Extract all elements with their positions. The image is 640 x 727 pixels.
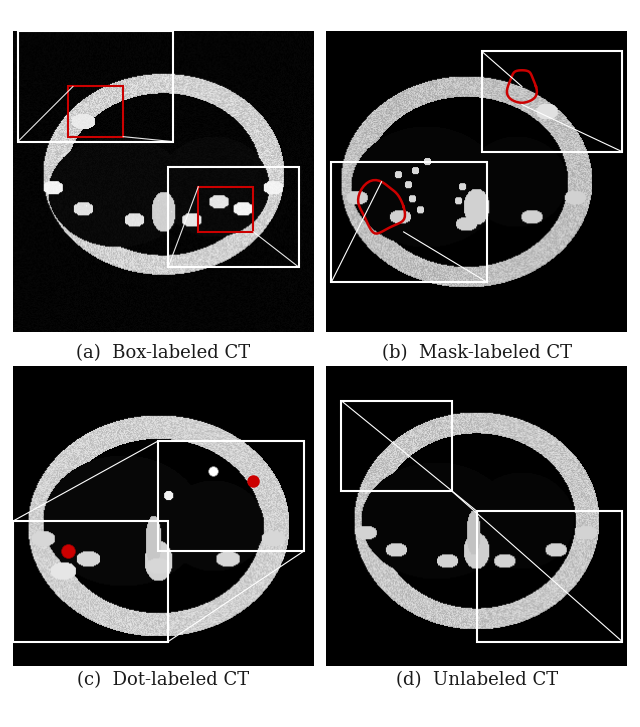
- Bar: [158, 441, 303, 551]
- Bar: [332, 161, 487, 282]
- Bar: [477, 511, 622, 641]
- Bar: [198, 187, 253, 232]
- Bar: [482, 52, 622, 152]
- Text: (c)  Dot-labeled CT: (c) Dot-labeled CT: [77, 671, 249, 688]
- Bar: [342, 401, 452, 491]
- Bar: [18, 31, 173, 142]
- Text: (d)  Unlabeled CT: (d) Unlabeled CT: [396, 671, 558, 688]
- Bar: [68, 87, 123, 137]
- Text: (b)  Mask-labeled CT: (b) Mask-labeled CT: [382, 344, 572, 361]
- Text: (a)  Box-labeled CT: (a) Box-labeled CT: [76, 344, 250, 361]
- Bar: [13, 521, 168, 641]
- Bar: [168, 166, 299, 267]
